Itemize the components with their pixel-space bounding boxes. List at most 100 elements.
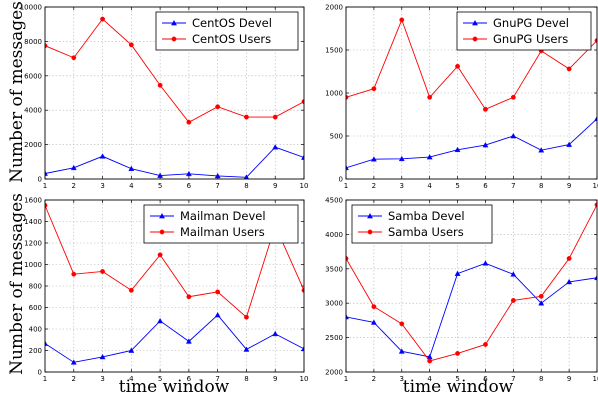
series-group	[346, 202, 597, 364]
x-tick-label: 7	[215, 182, 219, 190]
data-point	[510, 132, 517, 139]
y-tick-label: 800	[29, 283, 42, 291]
data-point	[243, 174, 250, 179]
data-point	[214, 172, 221, 179]
y-tick-label: 10000	[20, 4, 42, 12]
legend-label: GnuPG Devel	[493, 16, 569, 30]
x-tick-label: 3	[400, 375, 404, 383]
x-tick-label: 5	[455, 375, 459, 383]
data-point	[371, 86, 377, 92]
x-tick-label: 8	[244, 182, 248, 190]
y-tick-label: 6000	[24, 72, 42, 80]
x-tick-label: 9	[567, 182, 571, 190]
data-point	[128, 42, 134, 48]
x-tick-label: 10	[593, 182, 598, 190]
chart-panel-2: 123456789100500100015002000GnuPG DevelGn…	[325, 4, 598, 191]
x-tick-label: 4	[129, 182, 134, 190]
data-point	[346, 313, 349, 320]
x-tick-label: 8	[539, 375, 543, 383]
data-point	[346, 164, 349, 171]
legend-marker	[171, 19, 177, 26]
data-point	[272, 144, 279, 150]
series-line-2	[45, 18, 304, 123]
data-point	[45, 170, 48, 176]
x-tick-label: 2	[372, 182, 376, 190]
y-tick-label: 2000	[325, 4, 343, 12]
data-point	[99, 153, 106, 159]
data-point	[538, 147, 545, 153]
legend-box	[155, 11, 299, 51]
legend-box	[143, 204, 299, 244]
data-point	[272, 330, 279, 337]
data-point	[99, 353, 106, 360]
plot-frame	[345, 6, 598, 180]
x-tick-label: 1	[43, 375, 47, 383]
legend-label: Samba Devel	[388, 209, 465, 223]
x-tick-label: 7	[511, 375, 515, 383]
y-tick-label: 2500	[325, 334, 343, 342]
legend: GnuPG Devel GnuPG Users	[456, 11, 592, 51]
data-point	[370, 319, 377, 325]
series-group	[45, 16, 304, 179]
data-point	[128, 287, 134, 293]
x-axis-title-right: time window	[403, 377, 514, 397]
y-tick-label: 400	[29, 326, 42, 334]
data-point	[214, 312, 221, 318]
y-axis-title-top: Number of messages	[7, 1, 27, 183]
data-point	[566, 66, 572, 72]
y-tick-label: 1600	[24, 197, 42, 205]
data-point	[455, 63, 460, 69]
y-tick-label: 200	[29, 347, 42, 355]
legend-label: CentOS Devel	[192, 16, 272, 30]
data-point	[128, 165, 135, 171]
legend-marker	[472, 19, 478, 26]
data-point	[427, 358, 433, 364]
y-tick-label: 4000	[24, 107, 42, 115]
x-tick-label: 6	[483, 182, 488, 190]
x-tick-label: 3	[100, 182, 104, 190]
data-point	[455, 351, 460, 356]
y-tick-label: 0	[339, 176, 343, 184]
x-tick-label: 2	[72, 375, 76, 383]
x-tick-label: 10	[593, 375, 598, 383]
data-point	[566, 278, 573, 285]
data-point	[100, 269, 105, 274]
x-tick-label: 4	[129, 375, 134, 383]
x-tick-label: 8	[539, 182, 543, 190]
data-point	[538, 300, 545, 306]
x-tick-label: 7	[215, 375, 219, 383]
y-tick-label: 600	[29, 304, 42, 312]
y-tick-label: 1000	[325, 90, 343, 98]
legend-label: Samba Users	[388, 225, 464, 239]
x-tick-label: 10	[300, 375, 309, 383]
data-point	[71, 271, 77, 277]
series-line-1	[45, 314, 304, 363]
data-point	[510, 271, 517, 277]
series-line-2	[45, 205, 304, 318]
y-tick-label: 0	[38, 176, 42, 184]
y-tick-label: 1500	[325, 47, 343, 55]
x-tick-label: 6	[483, 375, 488, 383]
data-point	[538, 293, 544, 299]
y-axis-title-bottom: Number of messages	[7, 193, 27, 375]
x-tick-label: 9	[273, 375, 277, 383]
y-tick-label: 3000	[325, 300, 343, 308]
data-point	[186, 294, 192, 300]
legend: CentOS Devel CentOS Users	[155, 11, 299, 51]
data-point	[45, 202, 48, 208]
x-axis-title-left: time window	[119, 377, 230, 397]
x-tick-label: 5	[455, 182, 459, 190]
data-point	[454, 146, 461, 153]
series-line-1	[346, 262, 597, 358]
data-point	[243, 346, 250, 352]
chart-panels: 1 2 3 4 5 6 7 8 9 100200040006000800010000CentOS …	[20, 4, 598, 384]
data-point	[128, 347, 135, 353]
x-tick-label: 1	[344, 375, 348, 383]
legend-marker	[367, 229, 373, 235]
x-tick-label: 6	[187, 375, 192, 383]
chart-panel-3: 1 2 3 4 5 6 7 8 9 10 0 200 400 600 800 1000 1200 1400 1600…	[24, 197, 308, 384]
x-tick-label: 5	[158, 182, 162, 190]
data-point	[398, 348, 405, 354]
legend-marker	[159, 229, 165, 235]
